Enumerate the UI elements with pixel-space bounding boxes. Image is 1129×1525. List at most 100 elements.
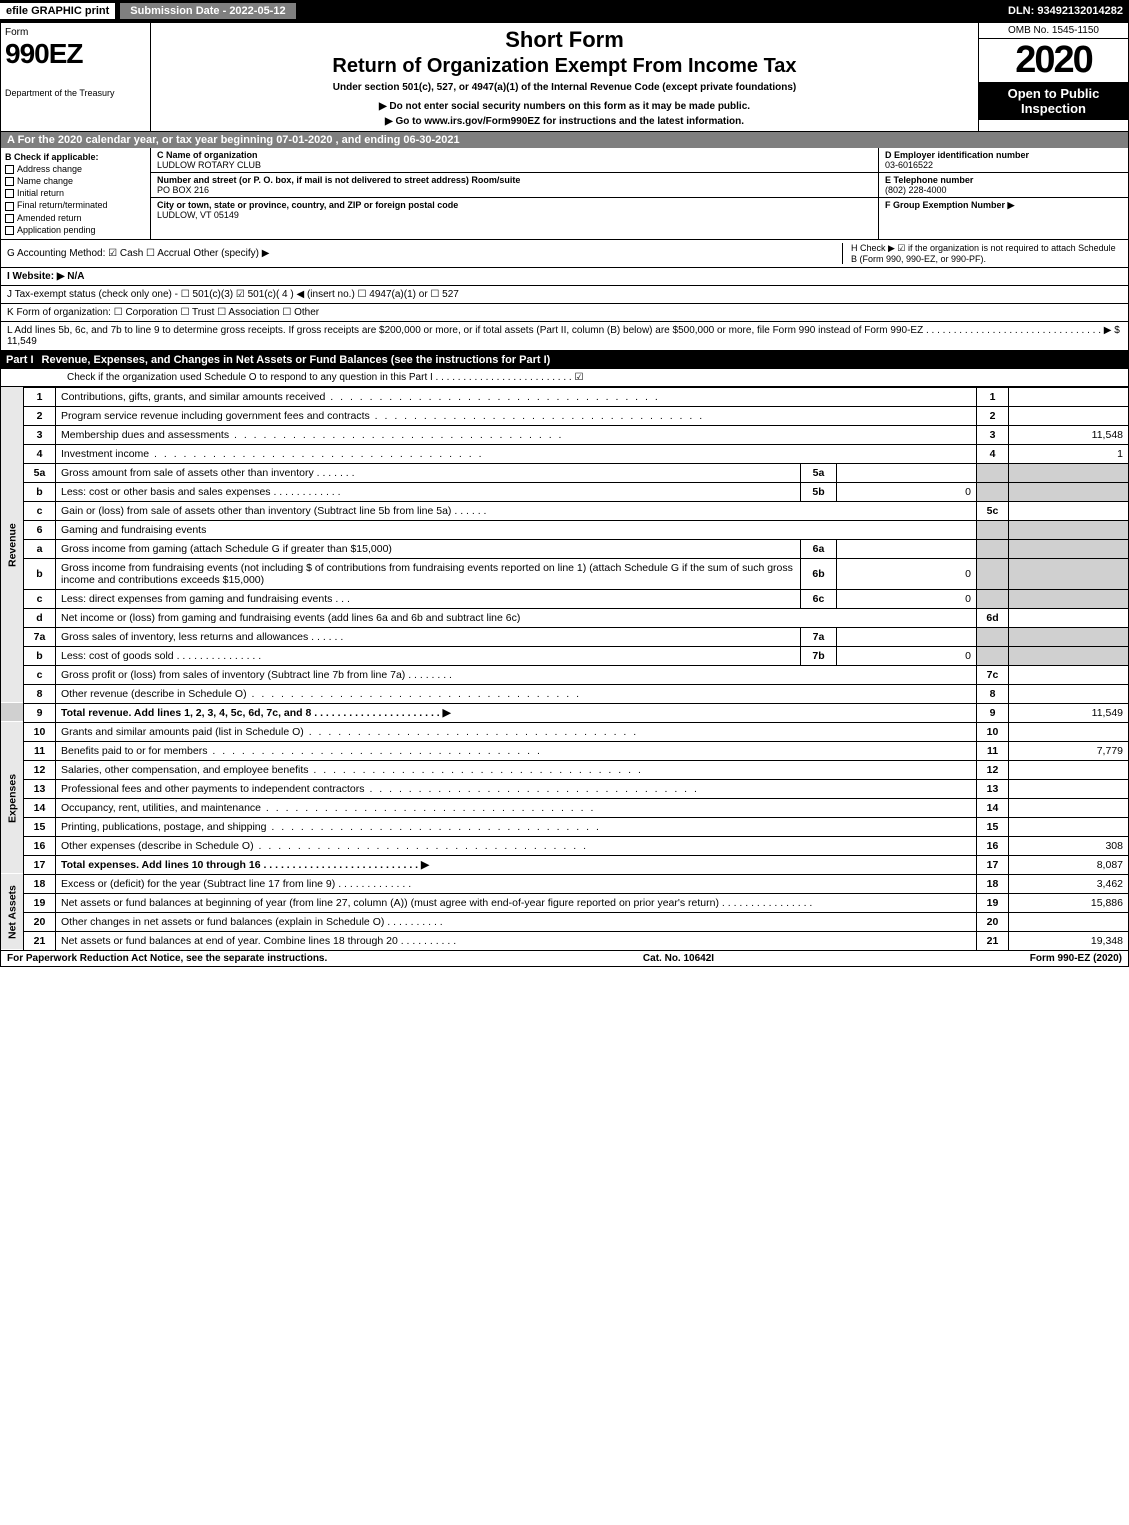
table-row: Net Assets 18Excess or (deficit) for the…: [1, 874, 1129, 893]
org-city: LUDLOW, VT 05149: [157, 210, 239, 220]
table-row: cGross profit or (loss) from sales of in…: [1, 665, 1129, 684]
val-16: 308: [1009, 836, 1129, 855]
check-heading: B Check if applicable:: [5, 152, 146, 162]
val-21: 19,348: [1009, 931, 1129, 950]
row-k: K Form of organization: ☐ Corporation ☐ …: [0, 304, 1129, 322]
row-g-h: G Accounting Method: ☑ Cash ☐ Accrual Ot…: [0, 240, 1129, 268]
main-title: Return of Organization Exempt From Incom…: [159, 55, 970, 78]
check-initial[interactable]: Initial return: [5, 188, 146, 198]
org-name: LUDLOW ROTARY CLUB: [157, 160, 261, 170]
info-block: B Check if applicable: Address change Na…: [0, 148, 1129, 240]
footer-left: For Paperwork Reduction Act Notice, see …: [7, 953, 327, 964]
table-row: 16Other expenses (describe in Schedule O…: [1, 836, 1129, 855]
val-9: 11,549: [1009, 703, 1129, 722]
val-19: 15,886: [1009, 893, 1129, 912]
row-j: J Tax-exempt status (check only one) - ☐…: [0, 286, 1129, 304]
top-bar: efile GRAPHIC print Submission Date - 20…: [0, 0, 1129, 22]
table-row: aGross income from gaming (attach Schedu…: [1, 539, 1129, 558]
table-row: Expenses 10Grants and similar amounts pa…: [1, 722, 1129, 741]
check-amended[interactable]: Amended return: [5, 213, 146, 223]
section-d-e-f: D Employer identification number 03-6016…: [878, 148, 1128, 239]
j-tax-exempt: J Tax-exempt status (check only one) - ☐…: [7, 289, 459, 300]
val-4: 1: [1009, 444, 1129, 463]
val-1: [1009, 387, 1129, 406]
revenue-label: Revenue: [1, 387, 24, 703]
d-label: D Employer identification number: [885, 150, 1029, 160]
header-left: Form 990EZ Department of the Treasury: [1, 23, 151, 131]
form-header: Form 990EZ Department of the Treasury Sh…: [0, 22, 1129, 132]
row-l: L Add lines 5b, 6c, and 7b to line 9 to …: [0, 322, 1129, 351]
expenses-label: Expenses: [1, 722, 24, 874]
table-row: bLess: cost or other basis and sales exp…: [1, 482, 1129, 501]
table-row: dNet income or (loss) from gaming and fu…: [1, 608, 1129, 627]
table-row: cLess: direct expenses from gaming and f…: [1, 589, 1129, 608]
check-address[interactable]: Address change: [5, 164, 146, 174]
ssn-warning: ▶ Do not enter social security numbers o…: [159, 101, 970, 112]
form-number: 990EZ: [5, 38, 146, 70]
part1-header: Part I Revenue, Expenses, and Changes in…: [0, 351, 1129, 369]
omb-number: OMB No. 1545-1150: [979, 23, 1128, 39]
table-row: 11Benefits paid to or for members117,779: [1, 741, 1129, 760]
val-5c: [1009, 501, 1129, 520]
table-row: 15Printing, publications, postage, and s…: [1, 817, 1129, 836]
table-row: bLess: cost of goods sold . . . . . . . …: [1, 646, 1129, 665]
e-label: E Telephone number: [885, 175, 973, 185]
city-label: City or town, state or province, country…: [157, 200, 458, 210]
l-gross-receipts: L Add lines 5b, 6c, and 7b to line 9 to …: [7, 325, 1122, 347]
footer-cat: Cat. No. 10642I: [643, 953, 714, 964]
page-footer: For Paperwork Reduction Act Notice, see …: [0, 951, 1129, 967]
val-2: [1009, 406, 1129, 425]
dln-number: DLN: 93492132014282: [1008, 5, 1129, 17]
part1-table: Revenue 1Contributions, gifts, grants, a…: [0, 387, 1129, 951]
part1-check-note: Check if the organization used Schedule …: [0, 369, 1129, 387]
short-form-title: Short Form: [159, 27, 970, 53]
instructions-link[interactable]: ▶ Go to www.irs.gov/Form990EZ for instru…: [159, 116, 970, 127]
table-row: 12Salaries, other compensation, and empl…: [1, 760, 1129, 779]
footer-form: Form 990-EZ (2020): [1030, 953, 1122, 964]
part1-label: Part I: [6, 354, 42, 366]
ein: 03-6016522: [885, 160, 933, 170]
section-c-org: C Name of organization LUDLOW ROTARY CLU…: [151, 148, 878, 239]
val-3: 11,548: [1009, 425, 1129, 444]
val-8: [1009, 684, 1129, 703]
table-row: cGain or (loss) from sale of assets othe…: [1, 501, 1129, 520]
subtitle: Under section 501(c), 527, or 4947(a)(1)…: [159, 82, 970, 93]
table-row: Revenue 1Contributions, gifts, grants, a…: [1, 387, 1129, 406]
table-row: 9Total revenue. Add lines 1, 2, 3, 4, 5c…: [1, 703, 1129, 722]
c-label: C Name of organization: [157, 150, 258, 160]
row-i: I Website: ▶ N/A: [0, 268, 1129, 286]
val-17: 8,087: [1009, 855, 1129, 874]
dept-treasury: Department of the Treasury: [5, 88, 146, 98]
table-row: 17Total expenses. Add lines 10 through 1…: [1, 855, 1129, 874]
val-11: 7,779: [1009, 741, 1129, 760]
table-row: 19Net assets or fund balances at beginni…: [1, 893, 1129, 912]
table-row: 8Other revenue (describe in Schedule O)8: [1, 684, 1129, 703]
check-pending[interactable]: Application pending: [5, 225, 146, 235]
tax-period: A For the 2020 calendar year, or tax yea…: [0, 132, 1129, 148]
g-accounting: G Accounting Method: ☑ Cash ☐ Accrual Ot…: [7, 248, 269, 259]
header-right: OMB No. 1545-1150 2020 Open to Public In…: [978, 23, 1128, 131]
table-row: 7aGross sales of inventory, less returns…: [1, 627, 1129, 646]
table-row: 5aGross amount from sale of assets other…: [1, 463, 1129, 482]
i-website: I Website: ▶ N/A: [7, 271, 85, 282]
val-15: [1009, 817, 1129, 836]
table-row: bGross income from fundraising events (n…: [1, 558, 1129, 589]
val-6d: [1009, 608, 1129, 627]
phone: (802) 228-4000: [885, 185, 947, 195]
check-name[interactable]: Name change: [5, 176, 146, 186]
addr-label: Number and street (or P. O. box, if mail…: [157, 175, 520, 185]
val-20: [1009, 912, 1129, 931]
f-label: F Group Exemption Number ▶: [885, 200, 1014, 210]
val-14: [1009, 798, 1129, 817]
check-final[interactable]: Final return/terminated: [5, 200, 146, 210]
efile-print-label[interactable]: efile GRAPHIC print: [0, 3, 115, 19]
tax-year: 2020: [979, 39, 1128, 82]
netassets-label: Net Assets: [1, 874, 24, 950]
h-schedule-b: H Check ▶ ☑ if the organization is not r…: [842, 243, 1122, 264]
section-b-checks: B Check if applicable: Address change Na…: [1, 148, 151, 239]
val-10: [1009, 722, 1129, 741]
table-row: 13Professional fees and other payments t…: [1, 779, 1129, 798]
table-row: 21Net assets or fund balances at end of …: [1, 931, 1129, 950]
table-row: 6Gaming and fundraising events: [1, 520, 1129, 539]
header-center: Short Form Return of Organization Exempt…: [151, 23, 978, 131]
